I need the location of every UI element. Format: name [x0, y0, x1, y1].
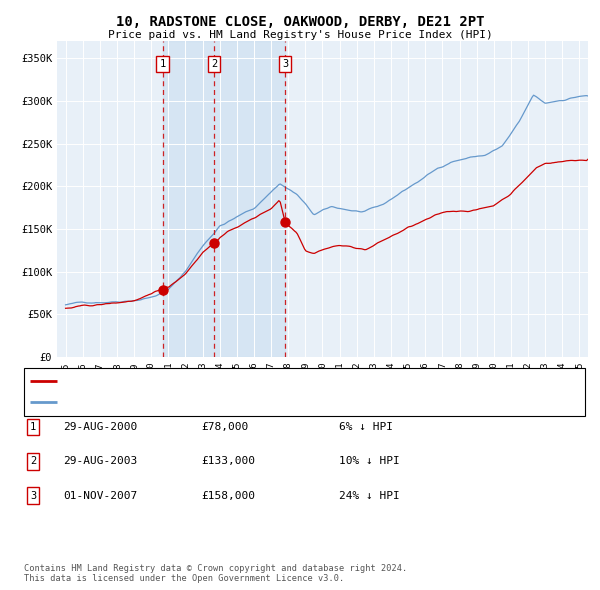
Text: 10% ↓ HPI: 10% ↓ HPI — [339, 457, 400, 466]
Text: £158,000: £158,000 — [201, 491, 255, 500]
Text: 3: 3 — [30, 491, 36, 500]
Text: 3: 3 — [282, 60, 289, 70]
Text: 01-NOV-2007: 01-NOV-2007 — [63, 491, 137, 500]
Text: 10, RADSTONE CLOSE, OAKWOOD, DERBY, DE21 2PT: 10, RADSTONE CLOSE, OAKWOOD, DERBY, DE21… — [116, 15, 484, 29]
Text: £78,000: £78,000 — [201, 422, 248, 432]
Text: 2: 2 — [211, 60, 217, 70]
Text: 10, RADSTONE CLOSE, OAKWOOD, DERBY, DE21 2PT (detached house): 10, RADSTONE CLOSE, OAKWOOD, DERBY, DE21… — [63, 376, 429, 386]
Text: £133,000: £133,000 — [201, 457, 255, 466]
Text: HPI: Average price, detached house, City of Derby: HPI: Average price, detached house, City… — [63, 398, 357, 408]
Text: 29-AUG-2003: 29-AUG-2003 — [63, 457, 137, 466]
Bar — [163, 41, 286, 357]
Text: Price paid vs. HM Land Registry's House Price Index (HPI): Price paid vs. HM Land Registry's House … — [107, 30, 493, 40]
Text: 24% ↓ HPI: 24% ↓ HPI — [339, 491, 400, 500]
Text: 2: 2 — [30, 457, 36, 466]
Text: Contains HM Land Registry data © Crown copyright and database right 2024.
This d: Contains HM Land Registry data © Crown c… — [24, 563, 407, 583]
Text: 1: 1 — [30, 422, 36, 432]
Text: 1: 1 — [160, 60, 166, 70]
Text: 29-AUG-2000: 29-AUG-2000 — [63, 422, 137, 432]
Text: 6% ↓ HPI: 6% ↓ HPI — [339, 422, 393, 432]
